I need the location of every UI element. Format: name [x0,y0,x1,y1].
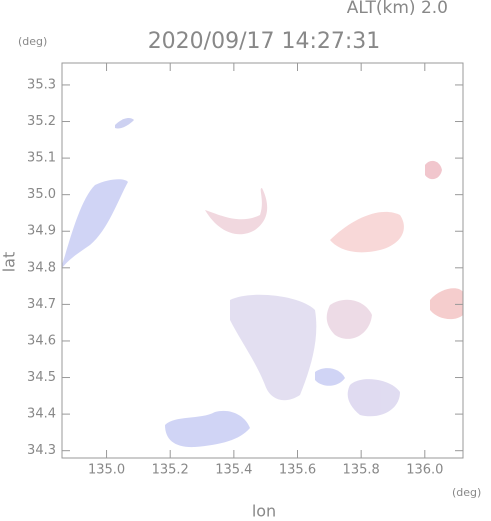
y-tick-label: 34.8 [27,260,56,275]
y-tick-label: 35.3 [27,77,56,92]
x-tick-label: 135.0 [88,463,125,478]
y-tick-label: 34.6 [27,333,56,348]
echo-blob [165,410,250,448]
y-tick-label: 34.7 [27,297,56,312]
chart-title: 2020/09/17 14:27:31 [148,29,381,54]
echo-blob [330,211,404,253]
echo-blob [430,288,463,320]
echo-blob [115,117,134,129]
y-tick-label: 34.4 [27,407,56,422]
y-tick-label: 34.5 [27,370,56,385]
x-unit: (deg) [452,486,481,499]
y-tick-label: 35.2 [27,114,56,129]
y-tick-label: 34.3 [27,443,56,458]
x-tick-label: 135.6 [279,463,316,478]
echo-blob [425,160,442,180]
echo-blob [315,368,345,386]
x-tick-label: 135.4 [215,463,252,478]
x-tick-label: 136.0 [406,463,443,478]
y-unit: (deg) [18,35,47,48]
echo-blob [62,179,128,268]
y-tick-label: 35.0 [27,187,56,202]
x-axis-label: lon [252,502,276,521]
altitude: ALT(km) 2.0 [347,0,448,18]
x-tick-label: 135.2 [152,463,189,478]
plot-frame [61,62,464,459]
echo-blob [347,379,400,417]
echo-blob [326,299,372,339]
y-axis-label: lat [0,252,19,273]
echo-field [62,117,463,448]
y-tick-label: 34.9 [27,224,56,239]
echo-blob [205,188,268,235]
x-tick-label: 135.8 [343,463,380,478]
echo-blob [230,294,317,401]
y-tick-label: 35.1 [27,151,56,166]
